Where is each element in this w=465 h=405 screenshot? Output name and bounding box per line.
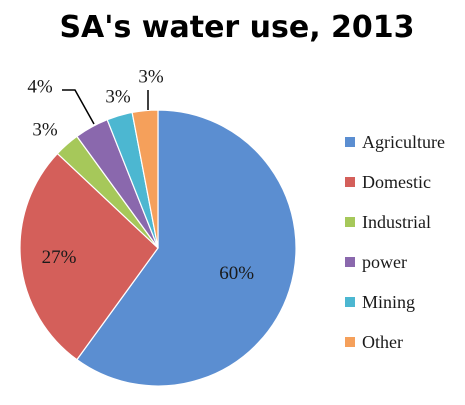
legend-label-agriculture: Agriculture (362, 132, 445, 152)
data-label-domestic: 27% (42, 247, 77, 268)
legend-label-industrial: Industrial (362, 212, 431, 232)
data-labels: 60% 27% 3% 4% 3% 3% (27, 67, 254, 285)
data-label-agriculture: 60% (219, 263, 254, 284)
legend-swatch-agriculture (345, 137, 355, 147)
data-label-industrial: 3% (32, 120, 58, 141)
chart-title: SA's water use, 2013 (59, 10, 414, 45)
slice-other (131, 109, 159, 249)
leader-line-power (62, 89, 95, 125)
legend-swatch-power (345, 257, 355, 267)
slice-domestic (19, 152, 159, 361)
legend: Agriculture Domestic Industrial power Mining… (345, 132, 445, 352)
legend-swatch-other (345, 337, 355, 347)
data-label-power: 4% (27, 77, 53, 98)
pie-slices (19, 109, 297, 387)
legend-label-domestic: Domestic (362, 172, 431, 192)
legend-label-other: Other (362, 332, 403, 352)
data-label-other: 3% (138, 67, 164, 88)
data-label-mining: 3% (105, 87, 131, 108)
legend-label-power: power (362, 252, 407, 272)
leader-lines (62, 89, 149, 125)
legend-swatch-industrial (345, 217, 355, 227)
legend-label-mining: Mining (362, 292, 415, 312)
legend-swatch-domestic (345, 177, 355, 187)
slice-agriculture (76, 109, 297, 387)
legend-swatch-mining (345, 297, 355, 307)
